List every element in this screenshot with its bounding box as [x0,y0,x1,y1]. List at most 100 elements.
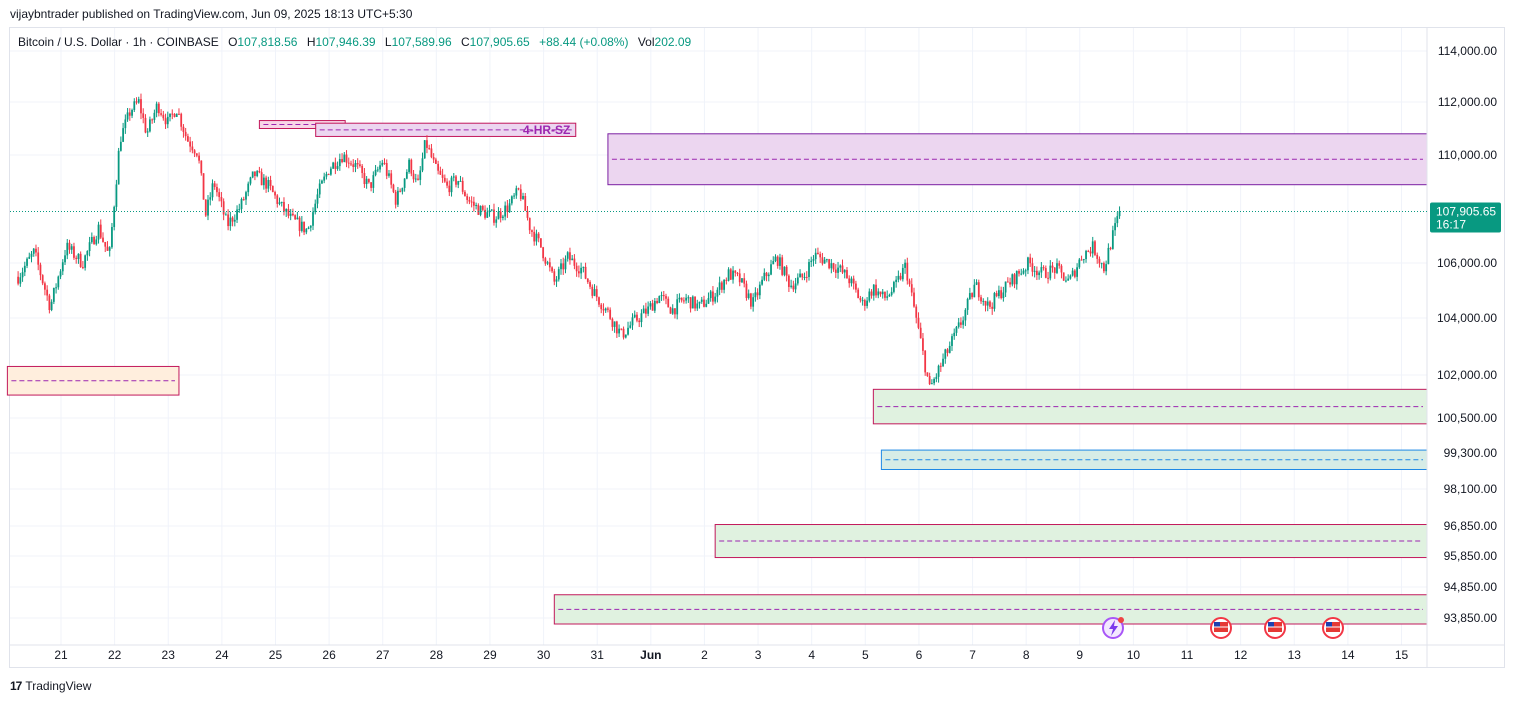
candle-body [262,177,265,186]
candle-body [935,376,938,379]
candle-body [598,297,600,305]
candle-body [459,180,462,182]
candle-body [633,314,636,318]
candle-body [510,196,513,204]
candle-body [372,175,375,188]
candle-body [93,237,95,245]
candle-body [557,269,560,280]
candle-body [169,113,171,117]
candle-body [600,304,603,310]
x-tick-label: 28 [430,648,444,662]
candle-body [758,284,761,296]
last-price-tag [1430,202,1501,233]
candle-body [776,256,779,266]
candle-body [23,265,26,273]
candle-body [66,242,69,256]
candle-body [309,225,312,228]
candle-body [593,289,596,296]
candle-body [256,171,259,177]
candle-body [327,173,330,175]
candle-body [426,140,428,148]
candle-body [720,282,723,290]
candle-body [904,262,906,268]
candle-body [428,147,431,149]
candle-body [656,300,658,304]
legend-change: +88.44 (+0.08%) [539,35,629,49]
candle-body [591,286,594,296]
candle-body [627,327,629,335]
legend-symbol[interactable]: Bitcoin / U.S. Dollar · 1h · COINBASE [18,35,219,49]
candle-body [756,292,759,296]
candle-body [218,192,221,198]
candle-body [709,291,712,299]
candle-body [99,224,102,238]
candle-body [475,205,478,207]
candle-body [805,276,808,278]
candle-body [383,162,386,164]
candle-body [1105,264,1108,272]
candle-body [142,113,145,118]
candle-body [707,298,710,304]
candle-body [1049,265,1052,279]
tradingview-brand[interactable]: 17 TradingView [10,679,91,693]
candle-body [506,205,509,213]
candle-body [615,321,618,334]
candle-body [216,186,218,193]
candle-body [305,228,308,233]
candle-body [450,177,453,193]
candle-body [146,131,149,133]
candle-body [765,272,768,277]
candle-body [30,253,33,257]
candle-body [602,309,605,311]
candle-body [499,211,502,218]
candle-body [513,195,515,197]
candle-body [316,194,319,204]
candle-body [736,272,739,274]
candle-body [1024,270,1027,272]
candle-body [439,170,442,175]
candle-body [39,264,42,276]
candle-body [908,280,911,285]
candle-layer [17,93,1121,386]
legend-open-label: O [228,35,238,49]
candle-body [1013,274,1016,285]
candle-body [953,332,956,337]
candle-body [1040,267,1043,273]
candle-body [111,227,113,248]
candle-body [350,163,352,165]
candle-body [213,183,216,187]
candle-body [857,289,860,299]
candle-body [544,258,547,264]
candle-body [589,282,591,287]
candle-body [202,173,205,200]
candle-body [973,284,976,298]
y-tick-label: 106,000.00 [1437,256,1497,270]
candle-body [173,113,176,117]
publisher-line: vijaybntrader published on TradingView.c… [10,7,413,21]
candle-body [117,150,120,185]
candle-body [347,162,350,164]
x-tick-label: 9 [1076,648,1083,662]
candle-body [855,283,857,290]
y-tick-label: 96,850.00 [1444,519,1498,533]
candle-body [249,177,252,184]
candle-body [448,185,451,193]
candle-body [754,292,757,298]
candle-body [546,262,549,264]
candle-body [195,153,198,156]
candle-body [403,178,406,188]
candle-body [577,271,580,274]
candle-body [566,252,569,259]
candle-body [705,303,708,307]
candle-body [1116,216,1119,224]
candle-body [1073,270,1076,277]
candle-body [149,119,151,132]
candle-body [332,162,335,169]
candle-body [397,190,399,205]
candle-body [140,99,142,114]
candle-body [665,296,667,299]
legend-volume-label: Vol [637,35,655,49]
event-dot-icon [1118,617,1124,623]
candle-body [819,253,822,258]
